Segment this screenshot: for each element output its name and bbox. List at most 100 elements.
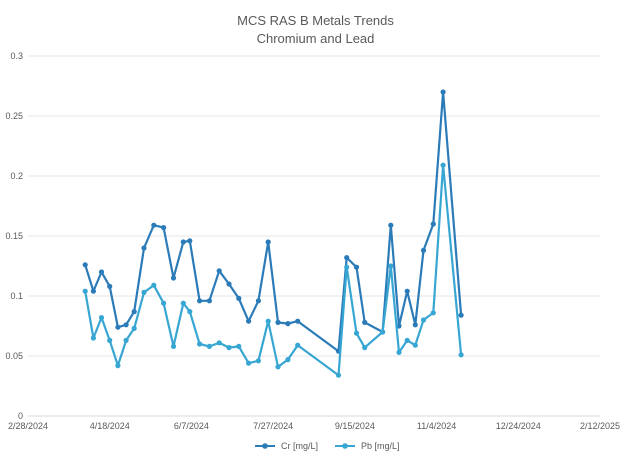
data-point — [412, 322, 418, 328]
data-point — [131, 325, 137, 331]
data-point — [275, 364, 281, 370]
data-point — [362, 319, 368, 325]
gridlines — [28, 55, 600, 357]
data-point — [170, 275, 177, 281]
x-tick-label: 11/4/2024 — [417, 421, 456, 431]
data-point — [430, 310, 436, 316]
data-point — [246, 360, 252, 366]
data-point — [107, 283, 113, 289]
y-tick-label: 0.05 — [5, 351, 23, 361]
data-point — [161, 300, 167, 306]
data-point — [404, 337, 410, 343]
data-point — [141, 245, 147, 251]
data-point — [255, 298, 261, 304]
y-tick-label: 0.2 — [10, 171, 23, 181]
y-tick-label: 0.25 — [5, 111, 23, 121]
data-point — [161, 225, 167, 231]
data-point — [236, 343, 242, 349]
data-point — [236, 295, 242, 301]
data-point — [141, 289, 147, 295]
data-point — [115, 324, 121, 330]
data-point — [404, 288, 410, 294]
data-point — [353, 264, 360, 270]
data-point — [458, 312, 464, 318]
data-point — [131, 309, 137, 315]
data-point — [420, 317, 427, 323]
x-tick-label: 2/28/2024 — [8, 421, 48, 431]
chart-subtitle: Chromium and Lead — [257, 31, 375, 46]
data-point — [344, 264, 350, 270]
data-point — [90, 288, 96, 294]
series-layer — [82, 89, 464, 378]
legend-item: Pb [mg/L] — [335, 441, 400, 451]
data-point — [216, 340, 222, 346]
data-point — [388, 263, 394, 269]
data-point — [246, 318, 252, 324]
data-point — [353, 330, 360, 336]
series-cr — [82, 89, 464, 354]
y-axis: 0 0.05 0.1 0.15 0.2 0.25 0.3 — [5, 51, 23, 421]
data-point — [255, 358, 261, 364]
data-point — [362, 345, 368, 351]
x-tick-label: 2/12/2025 — [580, 421, 620, 431]
data-point — [265, 318, 271, 324]
data-point — [151, 222, 157, 228]
data-point — [412, 342, 418, 348]
data-point — [458, 352, 464, 358]
data-point — [98, 269, 105, 275]
x-axis: 2/28/2024 4/18/2024 6/7/2024 7/27/2024 9/15/… — [8, 415, 620, 431]
data-point — [440, 89, 446, 95]
data-point — [275, 319, 281, 325]
y-tick-label: 0.1 — [10, 291, 23, 301]
data-point — [187, 238, 193, 244]
legend: Cr [mg/L] Pb [mg/L] — [255, 441, 400, 451]
data-point — [265, 239, 271, 245]
data-point — [285, 321, 291, 327]
data-point — [170, 343, 177, 349]
legend-item: Cr [mg/L] — [255, 441, 318, 451]
y-tick-label: 0.3 — [10, 51, 23, 61]
data-point — [396, 349, 402, 355]
data-point — [151, 282, 157, 288]
data-point — [180, 300, 186, 306]
legend-marker — [342, 443, 348, 449]
data-point — [430, 221, 436, 227]
data-point — [380, 329, 386, 335]
data-point — [216, 268, 222, 274]
data-point — [123, 337, 129, 343]
data-point — [335, 372, 342, 378]
y-tick-label: 0 — [18, 411, 23, 421]
data-point — [115, 363, 121, 369]
data-point — [226, 281, 232, 287]
data-point — [206, 343, 212, 349]
data-point — [285, 357, 291, 363]
data-point — [295, 318, 301, 324]
series-pb — [82, 162, 464, 378]
data-point — [180, 239, 186, 245]
data-point — [98, 315, 105, 321]
x-tick-label: 12/24/2024 — [496, 421, 541, 431]
series-line — [84, 90, 463, 353]
x-tick-label: 4/18/2024 — [90, 421, 130, 431]
data-point — [388, 222, 394, 228]
legend-label: Pb [mg/L] — [361, 441, 400, 451]
legend-marker — [262, 443, 268, 449]
data-point — [107, 337, 113, 343]
data-point — [420, 247, 427, 253]
data-point — [197, 298, 203, 304]
legend-label: Cr [mg/L] — [281, 441, 318, 451]
chart-title: MCS RAS B Metals Trends — [237, 13, 394, 28]
data-point — [295, 342, 301, 348]
x-tick-label: 9/15/2024 — [335, 421, 375, 431]
x-tick-label: 7/27/2024 — [253, 421, 293, 431]
data-point — [90, 335, 96, 341]
data-point — [344, 255, 350, 261]
data-point — [82, 262, 88, 268]
data-point — [82, 288, 88, 294]
y-tick-label: 0.15 — [5, 231, 23, 241]
data-point — [226, 345, 232, 351]
x-tick-label: 6/7/2024 — [174, 421, 209, 431]
data-point — [206, 298, 212, 304]
